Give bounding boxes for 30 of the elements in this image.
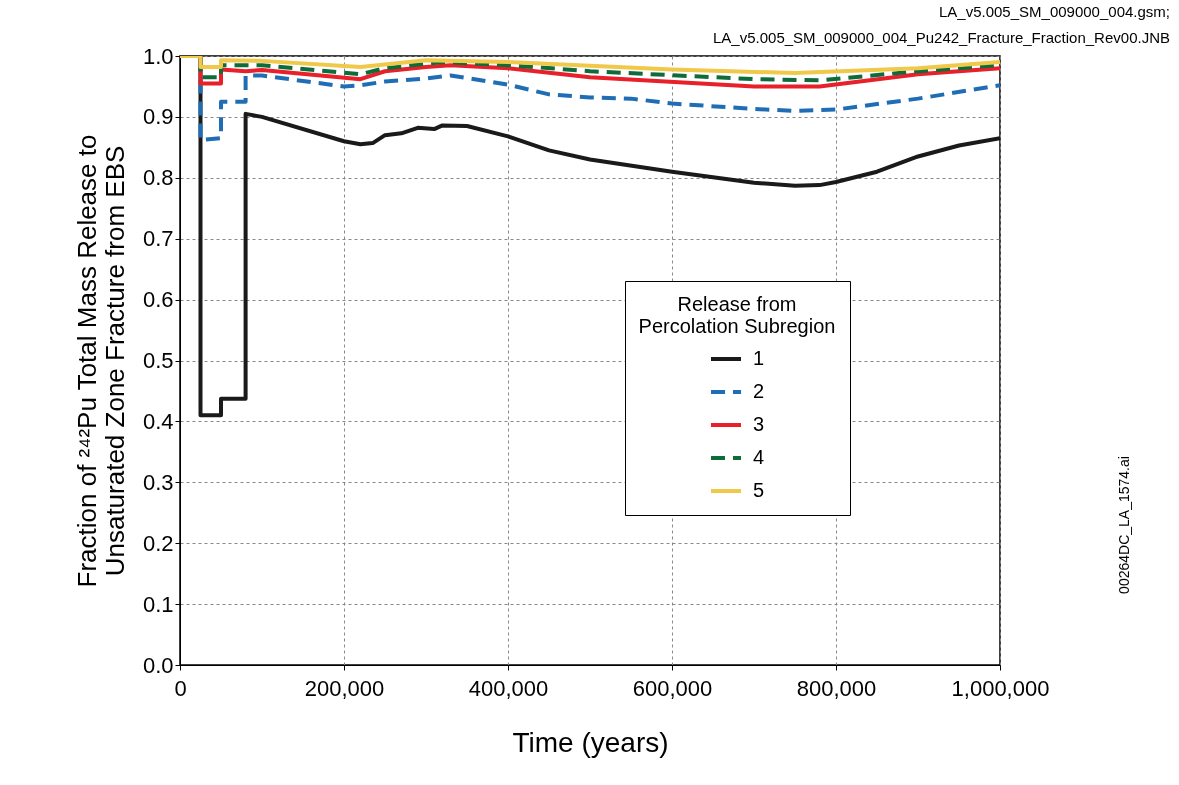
legend-label: 5 bbox=[753, 479, 765, 501]
legend-label: 4 bbox=[753, 446, 765, 468]
legend-label: 3 bbox=[753, 413, 765, 435]
x-tick-label: 0 bbox=[174, 675, 187, 701]
y-tick-label: 0.9 bbox=[142, 104, 174, 130]
x-tick-label: 200,000 bbox=[304, 675, 385, 701]
y-tick-label: 0.4 bbox=[142, 408, 174, 434]
text: Percolation Subregion bbox=[638, 315, 836, 337]
text: Unsaturated Zone Fracture from EBS bbox=[99, 145, 130, 577]
text: Release from bbox=[677, 293, 797, 315]
y-tick-label: 0.5 bbox=[142, 348, 174, 373]
legend-label: 1 bbox=[753, 347, 765, 369]
y-tick-label: 0.0 bbox=[142, 652, 174, 678]
y-tick-label: 0.3 bbox=[142, 469, 174, 495]
y-tick-label: 0.6 bbox=[142, 287, 174, 313]
text: Fraction of ²⁴²Pu Total Mass Release to bbox=[71, 134, 102, 588]
y-tick-label: 0.8 bbox=[142, 165, 174, 191]
text: 00264DC_LA_1574.ai bbox=[1116, 456, 1132, 594]
y-tick-label: 0.1 bbox=[142, 591, 174, 617]
y-tick-label: 0.2 bbox=[142, 530, 174, 556]
legend-label: 2 bbox=[753, 380, 765, 402]
text: LA_v5.005_SM_009000_004_Pu242_Fracture_Fraction_Rev00.JNB bbox=[713, 29, 1170, 46]
text: LA_v5.005_SM_009000_004.gsm; bbox=[938, 3, 1170, 20]
x-tick-label: 600,000 bbox=[632, 675, 713, 701]
x-tick-label: 800,000 bbox=[796, 675, 877, 701]
x-axis-title: Time (years) bbox=[512, 726, 669, 758]
x-tick-label: 400,000 bbox=[468, 675, 549, 701]
x-tick-label: 1,000,000 bbox=[951, 675, 1050, 701]
y-tick-label: 1.0 bbox=[142, 43, 174, 69]
y-tick-label: 0.7 bbox=[142, 226, 174, 252]
